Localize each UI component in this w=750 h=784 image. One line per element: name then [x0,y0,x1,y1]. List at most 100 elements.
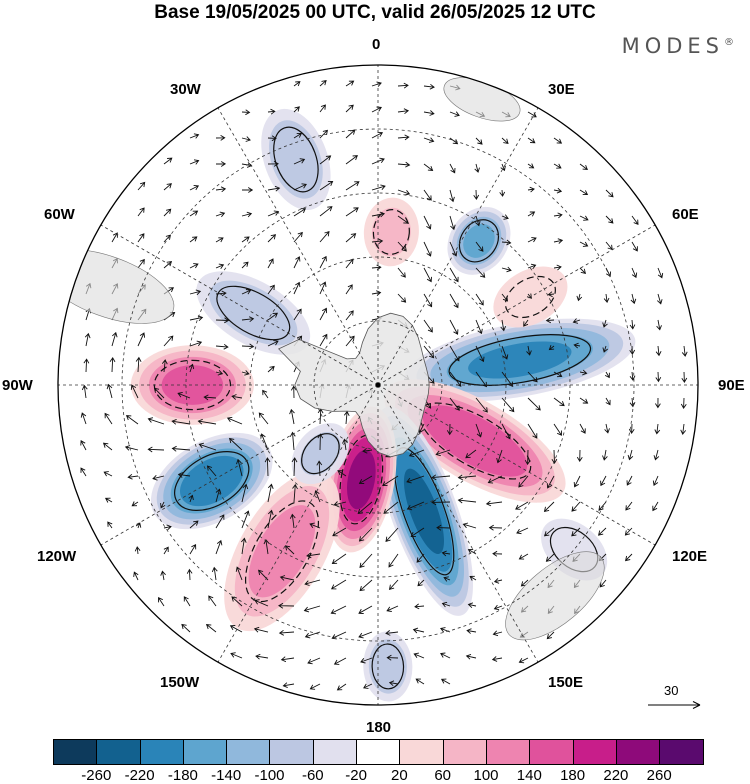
wind-vector [385,527,399,543]
wind-vector [215,211,226,218]
wind-vector [543,501,555,512]
wind-vector [545,553,555,562]
wind-vector [527,163,535,169]
wind-vector [499,189,506,197]
wind-vector [81,384,88,399]
wind-vector [652,501,659,512]
wind-vector [579,369,588,376]
wind-vector [681,345,688,357]
wind-vector [137,332,146,347]
wind-vector [289,408,295,425]
wind-vector [241,316,255,323]
meridian-line [377,384,547,677]
wind-vector [449,397,460,411]
wind-vector [345,233,357,243]
wind-vector [102,442,113,451]
streamline-contour [372,209,410,255]
wind-vector [526,345,532,356]
wind-vector [289,431,296,451]
wind-vector [576,449,583,463]
colorbar-swatch [97,740,141,764]
wind-vector [304,631,321,639]
anomaly-contour [269,120,323,199]
wind-vector [293,231,303,243]
colorbar-tick-label: 220 [603,767,629,784]
wind-vector [548,345,555,351]
wind-vector [215,263,225,269]
reference-vector-label: 30 [664,683,679,698]
anomaly-contour [403,468,444,555]
wind-vector [358,605,373,614]
wind-vector [215,186,227,193]
wind-vector [345,155,358,165]
wind-vector [215,290,227,297]
wind-vector [371,131,384,139]
wind-vector [319,129,328,139]
anomaly-contour [300,432,341,476]
wind-vector [553,423,562,436]
colorbar-swatch [486,740,531,764]
wind-vector [371,238,384,245]
wind-vector [189,133,200,139]
wind-vector [215,237,224,243]
wind-vector [289,513,296,529]
wind-vector [423,110,435,116]
wind-vector [441,601,451,608]
wind-vector [473,189,480,200]
wind-vector [491,656,503,662]
wind-vector [345,80,355,87]
wind-vector [241,343,255,350]
wind-vector [440,652,451,659]
streamline-contour [371,643,405,690]
wind-vector [423,293,433,308]
wind-vector [625,553,633,562]
wind-vector [423,345,435,359]
wind-vector [501,423,511,440]
wind-vector [655,345,662,357]
wind-vector [198,442,217,451]
wind-vector [206,465,217,477]
wind-vector [284,545,295,555]
wind-vector [431,474,451,481]
colorbar-tick-label: -60 [301,767,324,784]
wind-vector [386,605,399,612]
meridian-line [86,384,379,554]
wind-vector [431,499,451,506]
wind-vector [133,571,139,581]
wind-vector [211,566,218,581]
wind-vector [579,241,589,247]
wind-vector [163,157,173,165]
wind-vector [605,215,614,224]
colorbar [53,739,705,765]
anomaly-contour [468,341,572,379]
wind-vector [657,267,664,279]
colorbar-tick-label: -20 [345,767,367,784]
wind-vector [293,132,303,139]
wind-vector [319,181,334,191]
wind-vector [241,109,251,116]
wind-vector [397,215,409,224]
wind-vector [449,137,459,145]
wind-vector [104,412,113,425]
colorbar-tick-label: -180 [167,767,198,784]
wind-vector [189,543,197,555]
wind-vector [171,445,191,452]
wind-vector [527,137,536,144]
wind-vector [449,319,459,335]
wind-vector [215,514,225,529]
wind-vector [412,627,425,634]
colorbar-tick-label: 60 [434,767,452,784]
wind-vector [493,604,503,611]
colorbar-swatch [140,740,184,764]
wind-vector [406,475,425,484]
wind-vector [518,475,529,488]
wind-vector [342,438,348,451]
wind-vector [518,553,529,560]
wind-vector [397,241,407,252]
wind-vector [416,553,425,563]
wind-vector [230,652,243,659]
wind-vector [337,470,347,477]
wind-vector [186,568,193,581]
wind-vector [496,449,503,464]
anomaly-contour [371,207,411,257]
